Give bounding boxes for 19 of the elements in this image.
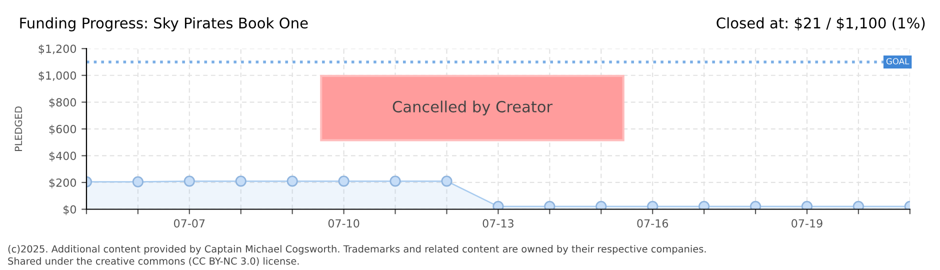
y-tick-label: $200 — [49, 178, 76, 188]
y-axis-title: PLEDGED — [14, 106, 22, 152]
x-tick-label: 07-13 — [482, 219, 514, 228]
annotation: Cancelled by Creator — [392, 100, 553, 116]
text: Shared under the creative commons (CC BY-NC 3.0) license. — [8, 257, 299, 266]
y-tick-label: $800 — [49, 98, 76, 108]
y-tick-label: $400 — [49, 151, 76, 162]
x-tick-label: 07-10 — [328, 219, 360, 228]
y-tick-label: $600 — [49, 124, 76, 135]
y-tick-label: $0 — [64, 205, 76, 216]
y-tick-label: $1,000 — [38, 71, 76, 82]
text: (c)2025. Additional content provided by Captain Michael Cogsworth. Trademarks and related content are owned by their respective companies. — [8, 245, 706, 254]
chart-subtitle: Closed at: $21 / $1,100 (1%) — [716, 17, 925, 30]
y-tick-label: $1,200 — [38, 44, 76, 54]
x-tick-label: 07-16 — [637, 219, 668, 228]
x-tick-label: 07-19 — [792, 219, 822, 228]
x-tick-label: 07-07 — [174, 219, 205, 228]
chart-title: Funding Progress: Sky Pirates Book One — [20, 17, 308, 32]
ref-line-label: GOAL — [886, 58, 910, 64]
